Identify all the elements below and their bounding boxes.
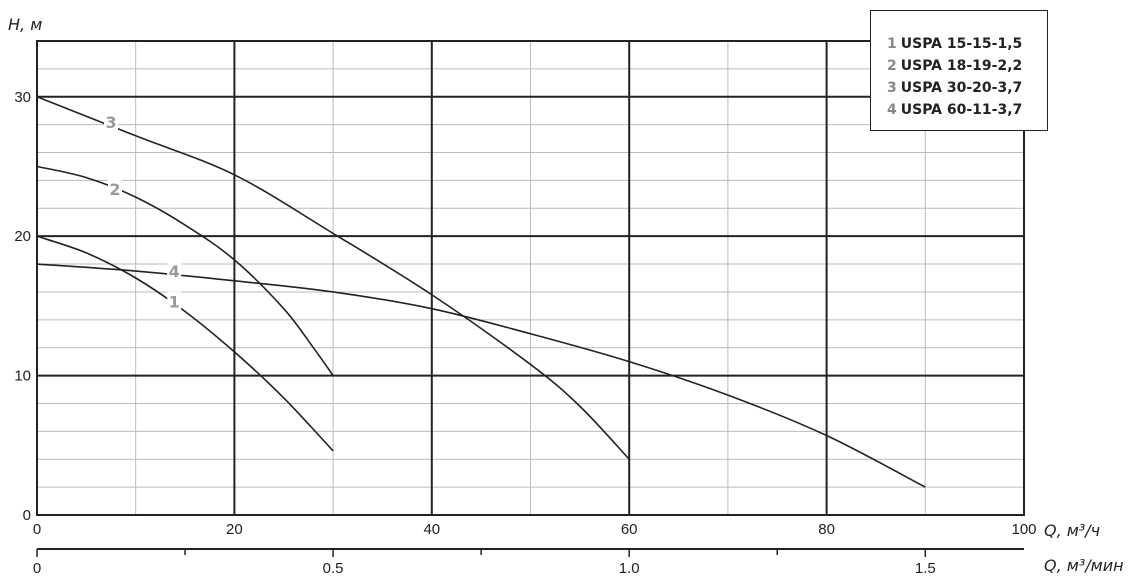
curve-label-bg — [167, 261, 182, 282]
tick-labels: 0 20 40 60 80 100 0 10 20 30 0 0.5 1.0 1.5 — [14, 89, 1036, 577]
curve-label-3: 3 — [105, 113, 116, 132]
grid — [36, 40, 1025, 516]
legend: 1 USPA 15-15-1,5 2 USPA 18-19-2,2 3 USPA 30… — [870, 10, 1048, 131]
curve-4 — [36, 263, 926, 488]
curve-label-bg — [167, 291, 182, 312]
curve-1 — [36, 235, 334, 452]
x-tick-label: 60 — [621, 521, 638, 538]
curve-label-2: 2 — [109, 180, 120, 199]
curves: 1 2 3 4 — [36, 96, 926, 488]
x2-tick-label: 1.5 — [915, 560, 936, 577]
curve-3 — [36, 96, 630, 460]
x2-tick-label: 1.0 — [619, 560, 640, 577]
x-tick-label: 20 — [226, 521, 243, 538]
plot-frame — [36, 40, 1025, 516]
x-axis-label: Q, м³/ч — [1044, 521, 1100, 540]
curve-2 — [36, 165, 334, 377]
x2-axis-label: Q, м³/мин — [1044, 556, 1124, 575]
curve-label-bg — [104, 111, 119, 132]
x-tick-label: 100 — [1011, 521, 1036, 538]
y-tick-label: 20 — [14, 228, 31, 245]
x-tick-label: 80 — [818, 521, 835, 538]
x-tick-label: 0 — [33, 521, 41, 538]
curve-label-4: 4 — [169, 262, 180, 281]
legend-item-1: 1 USPA 15-15-1,5 — [887, 36, 1023, 52]
y-tick-label: 0 — [23, 507, 31, 524]
curve-label-bg — [107, 178, 122, 199]
legend-item-3: 3 USPA 30-20-3,7 — [887, 80, 1023, 96]
legend-item-2: 2 USPA 18-19-2,2 — [887, 58, 1023, 74]
curve-label-1: 1 — [169, 293, 180, 312]
x2-tick-label: 0 — [33, 560, 41, 577]
x2-tick-label: 0.5 — [323, 560, 344, 577]
y-tick-label: 10 — [14, 368, 31, 385]
legend-item-4: 4 USPA 60-11-3,7 — [887, 102, 1023, 118]
y-axis-label: H, м — [8, 15, 42, 34]
y-tick-label: 30 — [14, 89, 31, 106]
x-tick-label: 40 — [423, 521, 440, 538]
